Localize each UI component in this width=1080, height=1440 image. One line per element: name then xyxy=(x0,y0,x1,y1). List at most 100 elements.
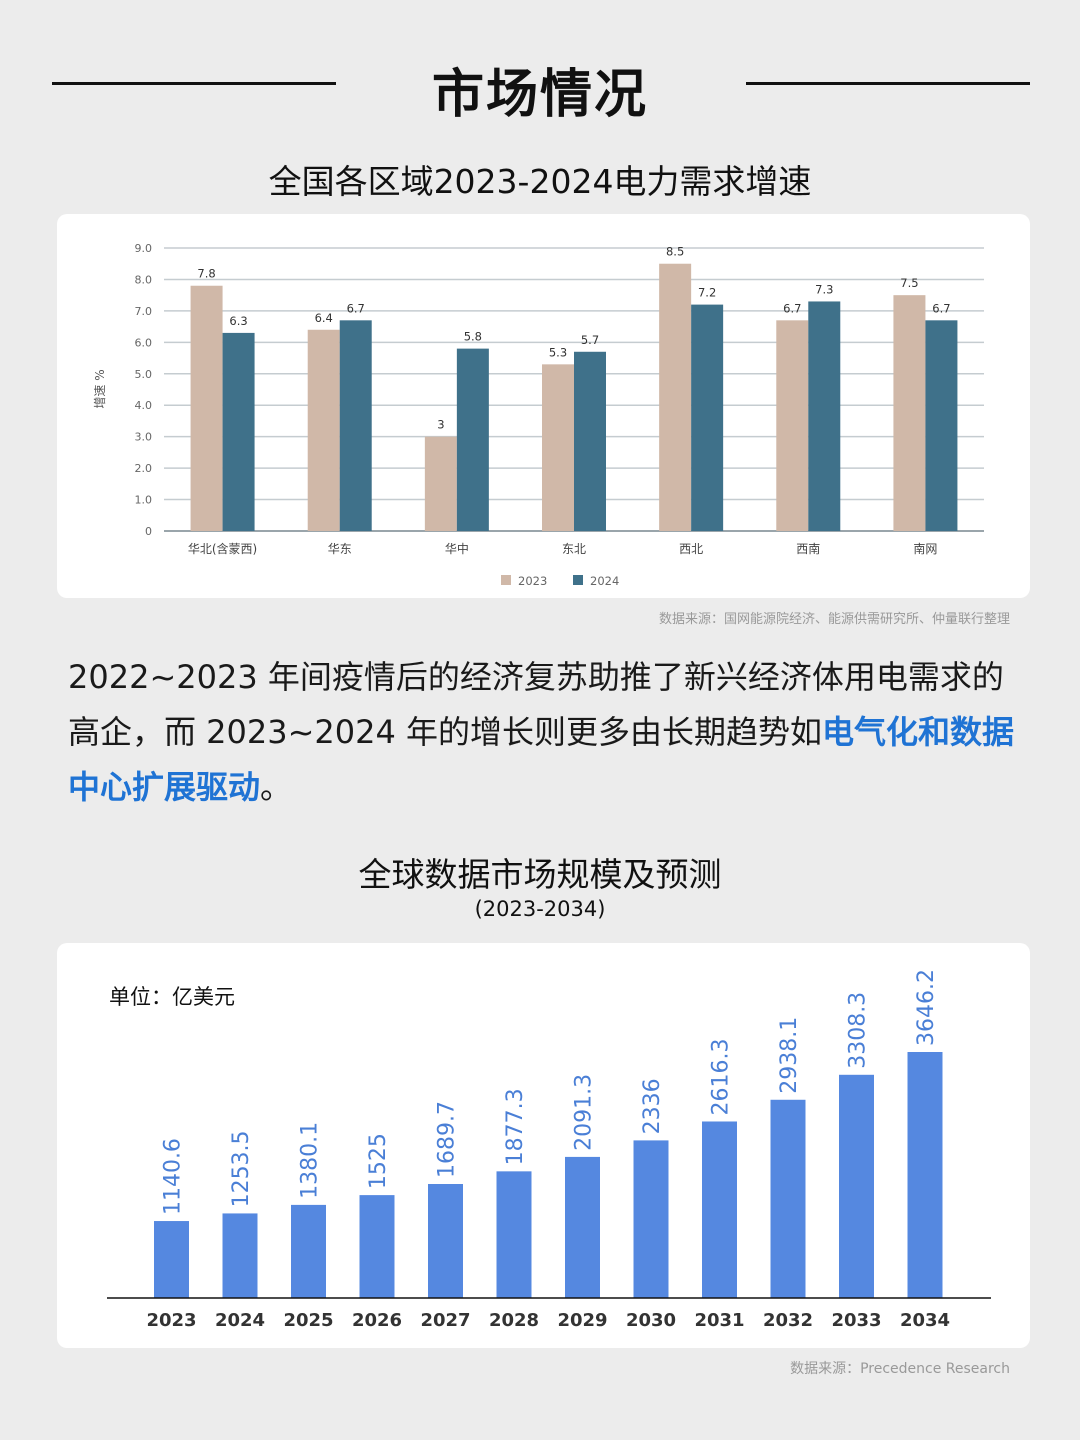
bar-2024 xyxy=(456,348,489,531)
x-tick-label: 西北 xyxy=(679,542,703,556)
bar-value-label: 3308.3 xyxy=(846,992,871,1069)
x-tick-label: 2023 xyxy=(146,1310,196,1331)
y-tick-label: 2.0 xyxy=(135,462,153,475)
bar-value-label: 7.3 xyxy=(815,282,833,296)
x-tick-label: 华东 xyxy=(328,542,352,556)
bar-value-label: 6.7 xyxy=(932,301,950,315)
chart2-title: 全球数据市场规模及预测 xyxy=(358,855,722,894)
y-tick-label: 7.0 xyxy=(135,305,153,318)
page-header: 市场情况 xyxy=(0,52,1080,125)
legend-label: 2024 xyxy=(590,574,619,588)
bar xyxy=(154,1221,189,1298)
bar-value-label: 2938.1 xyxy=(777,1017,802,1094)
x-tick-label: 西南 xyxy=(796,541,820,556)
bar-2023 xyxy=(776,320,809,531)
bar-value-label: 5.3 xyxy=(549,345,567,359)
bar-value-label: 2336 xyxy=(640,1078,665,1134)
bar-value-label: 5.8 xyxy=(464,330,482,344)
page-title: 市场情况 xyxy=(431,65,648,125)
chart1-card: 0 1.0 2.0 3.0 4.0 5.0 6.0 7.0 8.0 9.0 增速 % 7.8 6.3 华北… xyxy=(57,214,1030,598)
bar-value-label: 1689.7 xyxy=(435,1101,460,1178)
bar-value-label: 3 xyxy=(437,418,444,432)
bar-value-label: 2091.3 xyxy=(572,1074,597,1151)
bar xyxy=(291,1204,326,1298)
x-tick-label: 2032 xyxy=(763,1310,813,1331)
y-tick-label: 4.0 xyxy=(135,399,153,412)
bar-value-label: 1525 xyxy=(366,1133,391,1189)
x-tick-label: 2033 xyxy=(831,1310,881,1331)
bar-value-label: 6.4 xyxy=(315,311,333,325)
bar xyxy=(565,1156,600,1298)
legend-swatch xyxy=(501,575,511,585)
bar-2024 xyxy=(808,301,841,531)
bar-value-label: 6.7 xyxy=(783,301,801,315)
header-divider-right xyxy=(746,82,1030,85)
global-data-market-chart: 1140.6 2023 1253.5 2024 1380.1 2025 1525 2026 16… xyxy=(107,969,991,1331)
x-tick-label: 南网 xyxy=(913,541,937,556)
y-tick-label: 3.0 xyxy=(135,431,153,444)
x-tick-label: 华北(含蒙西) xyxy=(188,541,257,556)
x-tick-label: 2028 xyxy=(489,1310,539,1331)
legend-swatch xyxy=(573,575,583,585)
chart1-source: 数据来源：国网能源院经济、能源供需研究所、仲量联行整理 xyxy=(658,612,1010,627)
bar-2024 xyxy=(925,320,958,531)
bar xyxy=(428,1184,463,1298)
x-tick-label: 2030 xyxy=(626,1310,676,1331)
bar-2023 xyxy=(307,329,340,531)
bar xyxy=(359,1195,395,1298)
y-tick-label: 5.0 xyxy=(135,368,153,381)
bar-value-label: 1380.1 xyxy=(298,1122,323,1199)
x-tick-label: 2029 xyxy=(557,1310,607,1331)
bar xyxy=(496,1171,532,1298)
bar-2023 xyxy=(893,295,926,531)
bar-value-label: 1140.6 xyxy=(161,1138,186,1215)
regional-demand-growth-chart: 0 1.0 2.0 3.0 4.0 5.0 6.0 7.0 8.0 9.0 增速 % 7.8 6.3 华北… xyxy=(93,242,984,588)
paragraph-text: 2022~2023 年间疫情后的经济复苏助推了新兴经济体用电需求的高企，而 20… xyxy=(68,658,1004,751)
chart2-card: 单位：亿美元 1140.6 2023 1253.5 2024 1380.1 2025 152… xyxy=(57,943,1030,1348)
bar-value-label: 7.8 xyxy=(197,267,215,281)
bar-2023 xyxy=(542,364,574,531)
chart2-source: 数据来源：Precedence Research xyxy=(790,1361,1010,1377)
y-axis-label: 增速 % xyxy=(93,369,107,408)
x-tick-label: 华中 xyxy=(445,541,469,556)
bar-2024 xyxy=(222,332,255,531)
bar-value-label: 8.5 xyxy=(666,245,684,259)
bar-value-label: 1877.3 xyxy=(503,1088,528,1165)
bar-value-label: 5.7 xyxy=(581,333,599,347)
chart1-title: 全国各区域2023-2024电力需求增速 xyxy=(268,162,812,201)
bar-value-label: 3646.2 xyxy=(914,969,939,1046)
bar-2023 xyxy=(190,285,223,531)
x-tick-label: 2027 xyxy=(420,1310,470,1331)
bar-2024 xyxy=(691,304,724,531)
bar xyxy=(633,1140,669,1298)
x-tick-label: 2025 xyxy=(283,1310,333,1331)
bar-2023 xyxy=(424,436,457,531)
x-tick-label: 2034 xyxy=(900,1310,950,1331)
legend-label: 2023 xyxy=(518,574,547,588)
summary-paragraph: 2022~2023 年间疫情后的经济复苏助推了新兴经济体用电需求的高企，而 20… xyxy=(68,650,1028,815)
chart2-subtitle: (2023-2034) xyxy=(474,897,606,921)
bar-value-label: 2616.3 xyxy=(709,1039,734,1116)
x-tick-label: 2024 xyxy=(215,1310,265,1331)
bar-2023 xyxy=(659,263,692,531)
bar xyxy=(839,1074,874,1298)
bar-2024 xyxy=(339,320,372,531)
paragraph-highlight: 电气化和数据中心扩展驱动 xyxy=(68,713,1015,806)
chart2-unit: 单位：亿美元 xyxy=(109,985,235,1009)
header-divider-left xyxy=(52,82,336,85)
bar xyxy=(702,1121,737,1298)
paragraph-end: 。 xyxy=(260,768,293,806)
y-tick-label: 9.0 xyxy=(135,242,153,255)
bar-value-label: 7.2 xyxy=(698,286,716,300)
y-tick-label: 1.0 xyxy=(135,494,153,507)
bar-2024 xyxy=(574,351,606,531)
bar-value-label: 7.5 xyxy=(900,276,918,290)
bar xyxy=(770,1099,806,1298)
y-tick-label: 0 xyxy=(145,525,152,538)
y-tick-label: 6.0 xyxy=(135,336,153,349)
bar-value-label: 6.7 xyxy=(347,301,365,315)
bar-value-label: 6.3 xyxy=(229,314,247,328)
y-tick-label: 8.0 xyxy=(135,273,153,286)
bar xyxy=(222,1213,258,1298)
bar-value-label: 1253.5 xyxy=(229,1130,254,1207)
